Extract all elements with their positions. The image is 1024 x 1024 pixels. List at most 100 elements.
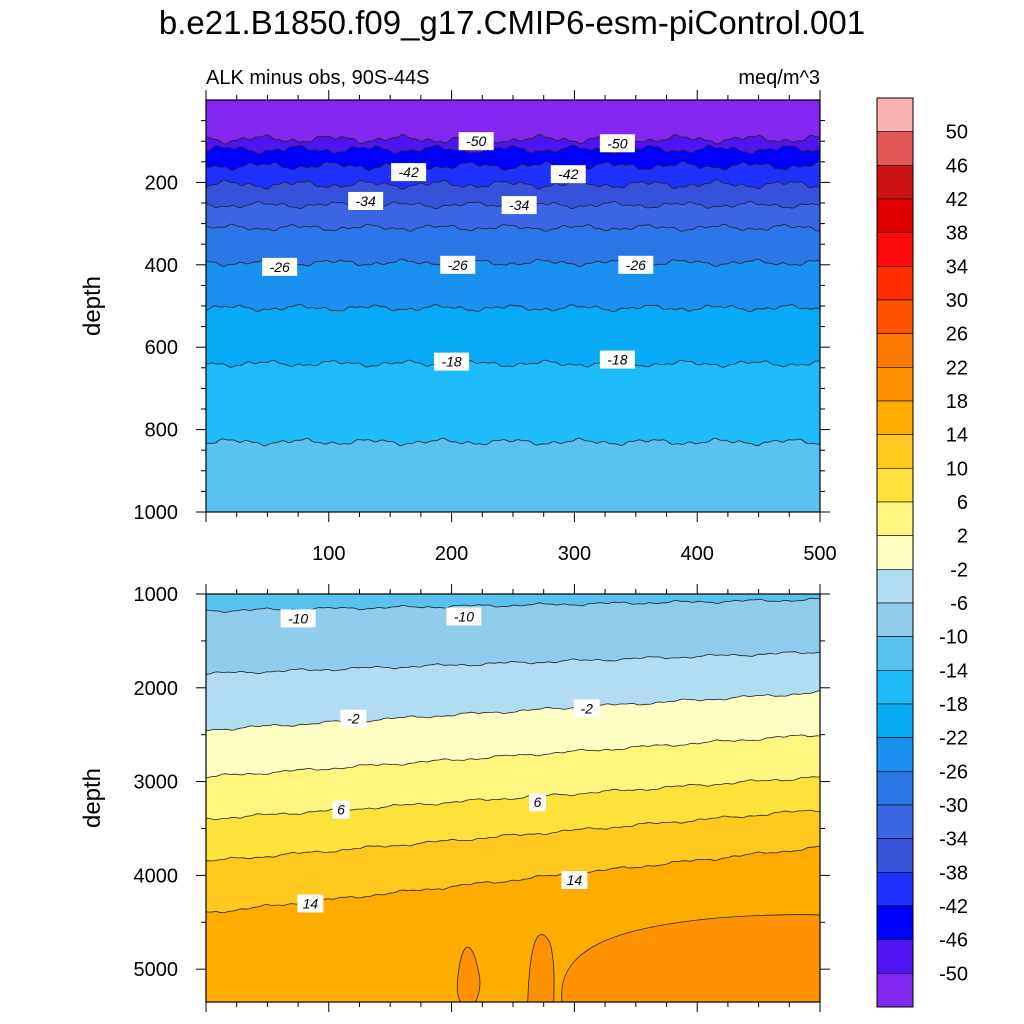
contour-label: -18 [607, 352, 627, 368]
contour-label-bg [599, 134, 635, 153]
contour-label: -50 [607, 135, 627, 151]
colorbar-label: -46 [939, 930, 968, 952]
colorbar-label: 6 [957, 492, 968, 514]
colorbar-swatch [876, 232, 914, 267]
colorbar-label: 10 [946, 458, 968, 480]
contour-label-bg [529, 793, 547, 812]
contour-blob [527, 934, 555, 1002]
colorbar-label: -34 [939, 829, 968, 851]
contour-label: -50 [466, 133, 486, 149]
colorbar-swatch [876, 266, 914, 301]
contour-label-bg [434, 352, 470, 371]
colorbar-swatch [876, 569, 914, 604]
colorbar-swatch [876, 468, 914, 503]
contour-label-bg [280, 609, 316, 628]
contour-label: -18 [441, 354, 461, 370]
contour-label: 14 [567, 872, 583, 888]
contour-label-bg [340, 709, 367, 728]
colorbar-swatch [876, 400, 914, 435]
colorbar-swatch [876, 872, 914, 907]
contour-label-bg [501, 196, 537, 215]
contour-label: 6 [337, 802, 345, 818]
contour-label: -34 [509, 197, 529, 213]
subtitle-left: ALK minus obs, 90S-44S [206, 67, 429, 89]
y-tick-label: 800 [145, 420, 178, 442]
colorbar-label: 30 [946, 290, 968, 312]
contour-label: -10 [454, 609, 474, 625]
x-tick-label: 500 [803, 543, 836, 565]
contour-label-bg [440, 255, 476, 274]
colorbar-swatch [876, 198, 914, 233]
contour-label: -42 [558, 166, 578, 182]
colorbar-swatch [876, 434, 914, 469]
contour-label: -26 [626, 257, 646, 273]
colorbar-label: -14 [939, 660, 968, 682]
y-tick-label: 400 [145, 255, 178, 277]
colorbar-swatch [876, 299, 914, 334]
colorbar-label: -2 [950, 559, 968, 581]
y-tick-label: 1000 [134, 584, 179, 606]
colorbar-label: 38 [946, 223, 968, 245]
contour-label-bg [458, 132, 494, 151]
colorbar-label: -38 [939, 862, 968, 884]
y-tick-label: 4000 [134, 865, 179, 887]
x-tick-label: 100 [312, 543, 345, 565]
contour-label: -10 [288, 610, 308, 626]
colorbar-swatch [876, 501, 914, 536]
y-tick-label: 600 [145, 337, 178, 359]
colorbar-label: 26 [946, 324, 968, 346]
chart-title: b.e21.B1850.f09_g17.CMIP6-esm-piControl.… [159, 4, 865, 41]
contour-label-bg [618, 255, 654, 274]
y-axis-label: depth [79, 276, 106, 336]
x-tick-label: 300 [558, 543, 591, 565]
colorbar-swatch [876, 804, 914, 839]
colorbar-label: 14 [946, 425, 968, 447]
colorbar-swatch [876, 97, 914, 132]
y-tick-label: 2000 [134, 678, 179, 700]
y-tick-label: 5000 [134, 959, 179, 981]
contour-label-bg [599, 350, 635, 369]
colorbar-swatch [876, 703, 914, 738]
contour-label-bg [573, 699, 600, 718]
colorbar-label: 18 [946, 391, 968, 413]
contour-label-bg [561, 871, 588, 890]
colorbar-swatch [876, 367, 914, 402]
contour-band [206, 437, 820, 512]
contour-label: 6 [534, 794, 542, 810]
colorbar-label: -18 [939, 694, 968, 716]
contour-label: -34 [356, 193, 376, 209]
colorbar-swatch [876, 737, 914, 772]
colorbar: 50 46 42 38 34 30 26 22 18 14 10 6 2 -2 -6 -10 -14 -18 -22… [876, 97, 968, 1008]
colorbar-label: 2 [957, 526, 968, 548]
colorbar-swatch [876, 905, 914, 940]
colorbar-label: 46 [946, 155, 968, 177]
colorbar-label: -30 [939, 795, 968, 817]
colorbar-label: -22 [939, 728, 968, 750]
colorbar-swatch [876, 636, 914, 671]
y-tick-label: 3000 [134, 772, 179, 794]
colorbar-swatch [876, 939, 914, 974]
x-tick-label: 400 [681, 543, 714, 565]
colorbar-label: 42 [946, 189, 968, 211]
colorbar-label: -50 [939, 963, 968, 985]
y-tick-label: 1000 [134, 502, 179, 524]
colorbar-label: -6 [950, 593, 968, 615]
contour-blob [561, 914, 820, 1002]
x-tick-label: 200 [435, 543, 468, 565]
contour-label-bg [297, 894, 324, 913]
contour-label: -42 [399, 164, 419, 180]
colorbar-frame [876, 97, 914, 1008]
contour-label-bg [332, 800, 350, 819]
contour-label: -26 [270, 259, 290, 275]
contour-label-bg [550, 165, 586, 184]
colorbar-label: 34 [946, 256, 968, 278]
colorbar-swatch [876, 670, 914, 705]
colorbar-swatch [876, 838, 914, 873]
lower-panel: -10 -10 -2 -2 6 6 14 14 1000 2000 3000 4000 5000 dept… [79, 584, 830, 1012]
colorbar-swatch [876, 771, 914, 806]
subtitle-right: meq/m^3 [738, 67, 820, 89]
contour-label: 14 [303, 896, 319, 912]
colorbar-swatch [876, 973, 914, 1008]
contour-label-bg [348, 191, 384, 210]
